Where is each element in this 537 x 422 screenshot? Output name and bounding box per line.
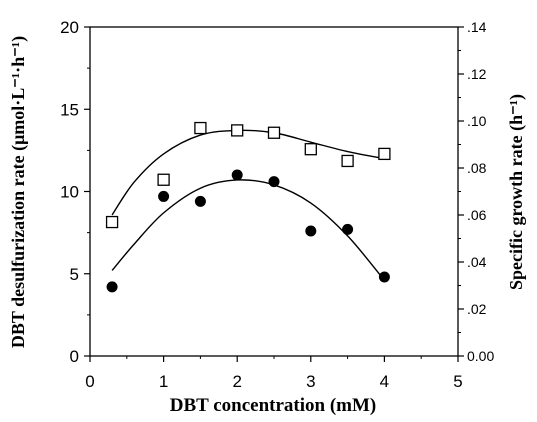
y2-tick-label: .04 [467,254,487,270]
y-tick-label: 5 [70,265,79,284]
y-tick-label: 20 [60,18,79,37]
x-tick-label: 2 [232,372,241,391]
x-tick-label: 3 [306,372,315,391]
desulfurization-point [378,271,390,283]
plot-frame [89,26,459,357]
growth-rate-point [231,124,244,137]
y2-tick-label: .02 [467,301,487,317]
desulfurization-point [106,281,118,293]
desulfurization-point [158,190,170,202]
x-tick-label: 0 [85,372,94,391]
y-tick-label: 10 [60,183,79,202]
growth-rate-point [267,126,281,139]
x-tick-label: 4 [380,372,389,391]
x-tick-label: 1 [159,372,168,391]
growth-rate-point [105,215,119,229]
growth-rate-fit-curve [111,129,385,216]
y-tick-label: 0 [70,347,79,366]
desulfurization-point [342,223,354,235]
y2-tick-label: .08 [467,160,487,176]
x-tick-label: 5 [453,372,462,391]
growth-rate-point [378,147,391,161]
y-axis-title: DBT desulfurization rate (μmol·L⁻¹·h⁻¹) [8,36,29,348]
y2-tick-label: .14 [467,19,487,35]
desulfurization-point [305,225,317,237]
desulfurization-point [231,169,243,181]
growth-rate-point [304,143,317,156]
desulfurization-point [268,176,280,188]
y2-tick-label: 0.00 [467,348,494,364]
y-tick-label: 15 [60,100,79,119]
growth-rate-point [157,173,170,186]
y2-tick-label: .06 [467,207,487,223]
y2-tick-label: .10 [467,113,487,129]
x-axis-title: DBT concentration (mM) [170,395,377,416]
y2-axis-title: Specific growth rate (h⁻¹) [506,94,527,290]
desulfurization-point [194,195,206,207]
growth-rate-point [194,121,207,135]
y2-tick-label: .12 [467,66,487,82]
growth-rate-point [341,154,354,168]
